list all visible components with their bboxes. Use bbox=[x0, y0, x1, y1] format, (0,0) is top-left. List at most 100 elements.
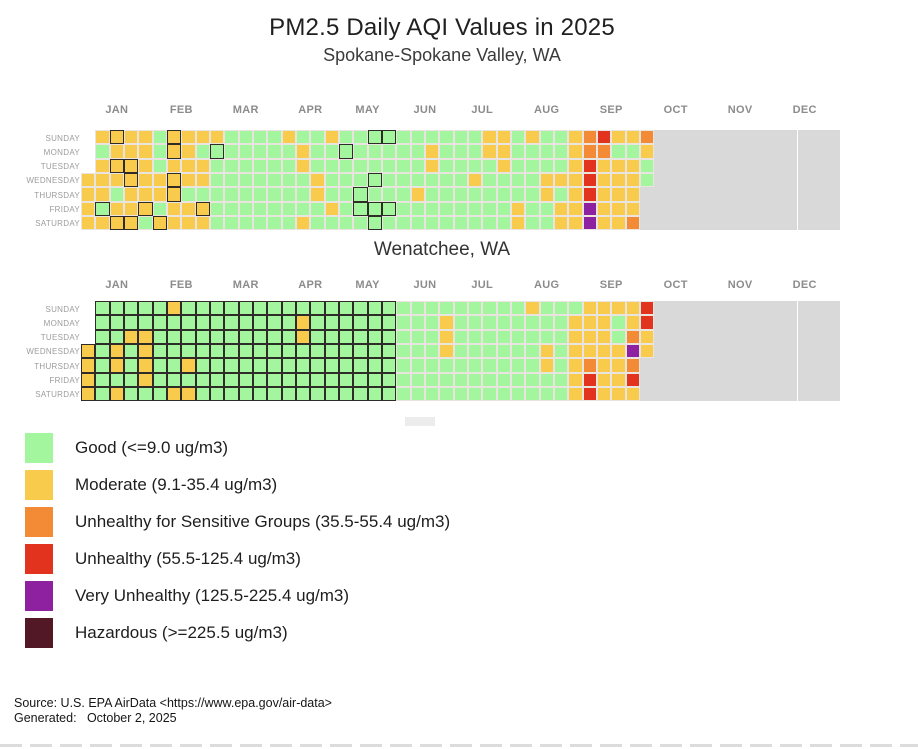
day-cell bbox=[740, 372, 755, 387]
day-cell bbox=[95, 315, 110, 330]
month-label: AUG bbox=[534, 104, 560, 116]
day-cell bbox=[238, 215, 253, 231]
day-cell bbox=[682, 301, 698, 316]
day-cell bbox=[424, 201, 440, 216]
day-cell bbox=[539, 372, 554, 387]
day-cell bbox=[138, 130, 153, 145]
day-cell bbox=[410, 215, 425, 231]
page-edge-dashes bbox=[0, 744, 918, 747]
day-cell bbox=[195, 187, 210, 202]
day-cell bbox=[611, 358, 626, 373]
day-cell bbox=[467, 172, 483, 188]
day-cell bbox=[482, 358, 497, 373]
day-cell bbox=[410, 130, 425, 145]
day-cell bbox=[252, 130, 268, 145]
day-cell bbox=[353, 358, 368, 373]
day-cell bbox=[654, 372, 669, 387]
day-cell bbox=[252, 358, 268, 373]
day-cell bbox=[625, 315, 640, 330]
day-cell bbox=[81, 187, 96, 202]
day-cell bbox=[396, 158, 411, 173]
day-cell bbox=[224, 301, 239, 316]
day-cell bbox=[267, 201, 282, 216]
day-cell bbox=[166, 315, 182, 330]
day-cell bbox=[396, 372, 411, 387]
day-cell bbox=[367, 301, 382, 316]
day-cell bbox=[109, 386, 124, 402]
day-cell bbox=[95, 215, 110, 231]
day-cell bbox=[439, 301, 454, 316]
weekday-label: SATURDAY bbox=[35, 390, 80, 400]
day-cell bbox=[625, 372, 640, 387]
day-cell bbox=[381, 158, 397, 173]
day-cell bbox=[152, 329, 167, 344]
day-cell bbox=[181, 130, 196, 145]
day-cell bbox=[539, 172, 554, 188]
day-cell bbox=[238, 187, 253, 202]
day-cell bbox=[740, 158, 755, 173]
day-cell bbox=[367, 372, 382, 387]
day-cell bbox=[281, 215, 296, 231]
day-cell bbox=[224, 343, 239, 359]
day-cell bbox=[754, 158, 769, 173]
day-cell bbox=[510, 201, 526, 216]
day-cell bbox=[568, 386, 583, 402]
day-cell bbox=[725, 187, 741, 202]
day-cell bbox=[611, 215, 626, 231]
day-cell bbox=[639, 201, 655, 216]
day-cell bbox=[482, 130, 497, 145]
day-cell bbox=[740, 144, 755, 159]
day-cell bbox=[826, 301, 841, 316]
day-cell bbox=[668, 144, 683, 159]
weekday-label: MONDAY bbox=[43, 318, 80, 328]
day-cell bbox=[396, 130, 411, 145]
day-cell bbox=[582, 315, 597, 330]
day-cell bbox=[281, 187, 296, 202]
day-cell bbox=[811, 215, 827, 231]
day-cell bbox=[439, 172, 454, 188]
day-cell bbox=[381, 372, 397, 387]
day-cell bbox=[768, 358, 784, 373]
month-label: OCT bbox=[663, 104, 688, 116]
day-cell bbox=[826, 343, 841, 359]
day-cell bbox=[195, 158, 210, 173]
day-cell bbox=[424, 301, 440, 316]
day-cell bbox=[338, 315, 354, 330]
day-cell bbox=[338, 386, 354, 402]
day-cell bbox=[525, 372, 540, 387]
day-cell bbox=[396, 172, 411, 188]
day-cell bbox=[568, 315, 583, 330]
day-cell bbox=[568, 329, 583, 344]
day-cell bbox=[381, 130, 397, 145]
weekday-label: MONDAY bbox=[43, 147, 80, 157]
day-cell bbox=[740, 130, 755, 145]
day-cell bbox=[109, 144, 124, 159]
day-cell bbox=[138, 158, 153, 173]
day-cell bbox=[639, 215, 655, 231]
month-label: JUN bbox=[413, 279, 437, 291]
day-cell bbox=[453, 372, 468, 387]
day-cell bbox=[496, 329, 511, 344]
day-cell bbox=[396, 358, 411, 373]
day-cell bbox=[510, 329, 526, 344]
day-cell bbox=[682, 130, 698, 145]
day-cell bbox=[539, 130, 554, 145]
day-cell bbox=[467, 372, 483, 387]
day-cell bbox=[783, 343, 798, 359]
day-cell bbox=[224, 172, 239, 188]
day-cell bbox=[439, 329, 454, 344]
day-cell bbox=[811, 158, 827, 173]
day-cell bbox=[568, 172, 583, 188]
day-cell bbox=[682, 172, 698, 188]
day-cell bbox=[410, 315, 425, 330]
day-cell bbox=[267, 301, 282, 316]
day-cell bbox=[181, 144, 196, 159]
day-cell bbox=[324, 372, 339, 387]
day-cell bbox=[783, 386, 798, 402]
day-cell bbox=[453, 144, 468, 159]
day-cell bbox=[826, 201, 841, 216]
weekday-label: FRIDAY bbox=[49, 205, 80, 215]
day-cell bbox=[439, 372, 454, 387]
day-cell bbox=[525, 144, 540, 159]
day-cell bbox=[482, 215, 497, 231]
